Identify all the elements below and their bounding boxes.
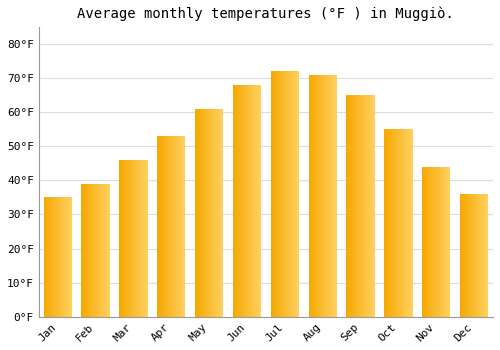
Title: Average monthly temperatures (°F ) in Muggiò.: Average monthly temperatures (°F ) in Mu…	[78, 7, 454, 21]
